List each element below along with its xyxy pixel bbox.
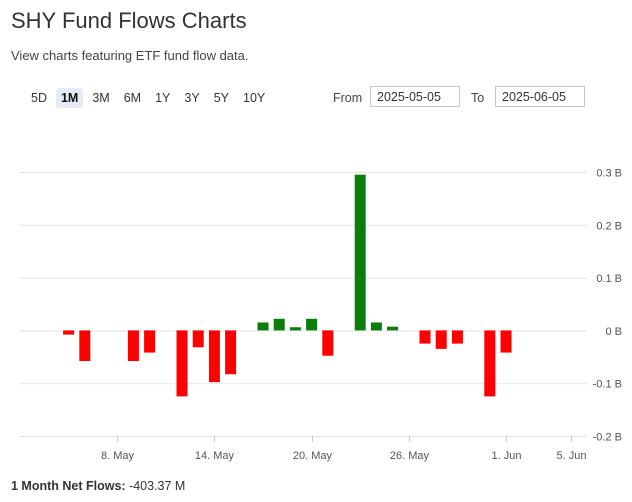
y-tick-label: 0 B xyxy=(605,326,622,338)
from-label: From xyxy=(333,91,363,105)
page-subtitle: View charts featuring ETF fund flow data… xyxy=(11,48,249,63)
bar xyxy=(63,330,75,335)
y-tick-label: 0.3 B xyxy=(596,168,622,180)
net-flows-summary: 1 Month Net Flows: -403.37 M xyxy=(11,479,185,493)
bar xyxy=(451,330,463,344)
to-label: To xyxy=(471,91,485,105)
bar xyxy=(306,318,318,331)
bar xyxy=(144,330,156,353)
bar xyxy=(289,327,301,331)
x-tick-label: 20. May xyxy=(293,450,333,462)
x-tick-label: 1. Jun xyxy=(492,450,522,462)
range-button-1y[interactable]: 1Y xyxy=(155,91,171,105)
x-tick-label: 5. Jun xyxy=(557,450,587,462)
bar xyxy=(484,330,496,397)
bar xyxy=(127,330,139,362)
bar xyxy=(387,326,399,331)
bar xyxy=(500,330,512,353)
bar xyxy=(176,330,188,397)
page-title: SHY Fund Flows Charts xyxy=(11,8,247,33)
range-button-10y[interactable]: 10Y xyxy=(243,91,266,105)
x-tick-label: 8. May xyxy=(101,450,135,462)
net-flows-value: -403.37 M xyxy=(129,479,186,493)
range-button-3m[interactable]: 3M xyxy=(92,91,110,105)
fund-flows-chart: 0.3 B 0.2 B 0.1 B 0 B -0.1 B -0.2 B 8. May 14. … xyxy=(20,168,622,462)
y-tick-label: 0.1 B xyxy=(596,273,622,285)
range-button-6m[interactable]: 6M xyxy=(123,91,142,105)
x-tick-label: 26. May xyxy=(390,450,430,462)
y-tick-label: 0.2 B xyxy=(596,220,622,232)
bar xyxy=(208,330,220,383)
bar xyxy=(192,330,204,348)
y-tick-label: -0.2 B xyxy=(593,432,622,444)
bar xyxy=(273,318,285,331)
from-date-input[interactable] xyxy=(370,86,460,107)
range-button-1m[interactable]: 1M xyxy=(55,88,84,108)
bar xyxy=(322,330,334,356)
bar xyxy=(79,330,91,362)
range-button-5y[interactable]: 5Y xyxy=(213,91,229,105)
range-selector: 5D 1M 3M 6M 1Y 3Y 5Y 10Y xyxy=(26,88,270,108)
bar xyxy=(435,330,447,349)
bar xyxy=(225,330,237,375)
range-button-3y[interactable]: 3Y xyxy=(184,91,200,105)
range-button-5d[interactable]: 5D xyxy=(31,91,47,105)
bar xyxy=(354,174,366,331)
x-tick-label: 14. May xyxy=(195,450,235,462)
bar xyxy=(257,322,269,331)
net-flows-label: 1 Month Net Flows: xyxy=(11,479,126,493)
bar xyxy=(419,330,431,344)
bar xyxy=(370,322,382,331)
to-date-input[interactable] xyxy=(495,86,585,107)
y-tick-label: -0.1 B xyxy=(593,379,622,391)
